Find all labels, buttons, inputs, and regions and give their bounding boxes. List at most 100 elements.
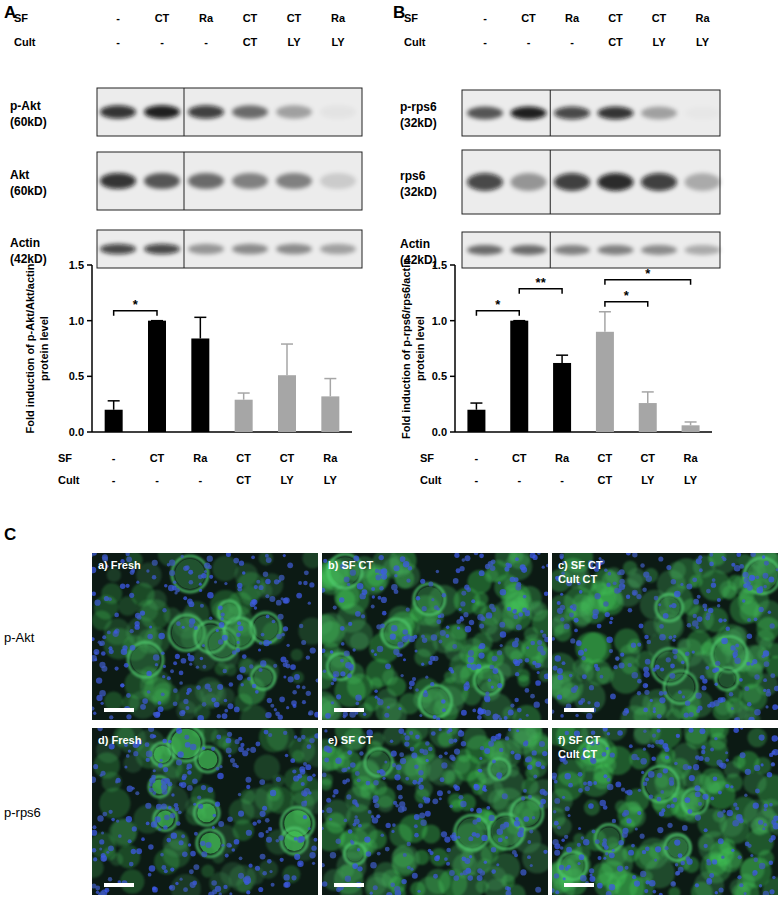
blot-band	[188, 105, 224, 118]
bar	[278, 375, 296, 432]
blot-separator	[550, 232, 551, 268]
image-label: e) SF CT	[328, 734, 373, 746]
x-axis	[455, 431, 712, 433]
error-bar	[470, 403, 482, 410]
blot-strip	[97, 88, 362, 136]
header-row-label: Cult	[14, 36, 36, 48]
blot-band	[641, 173, 677, 191]
header-cell: LY	[696, 36, 710, 48]
y-tick-label: 0.5	[69, 370, 84, 382]
blot-label: rps6	[400, 169, 426, 183]
blot-band	[598, 173, 634, 191]
x-tick-label: LY	[324, 474, 338, 486]
header-cell: -	[204, 36, 208, 48]
error-bar	[556, 355, 568, 363]
error-bar	[108, 401, 120, 410]
blot-band	[467, 245, 503, 255]
header-cell: -	[527, 36, 531, 48]
blot-band	[554, 245, 590, 255]
blot-band	[685, 173, 721, 191]
blot-band	[276, 105, 312, 118]
image-label: f) SF CT	[558, 734, 600, 746]
bar-chart: Fold induction of p-Akt/Akt/actinprotein…	[24, 259, 352, 486]
y-axis-label: protein level	[38, 316, 50, 381]
header-cell: Ra	[331, 12, 346, 24]
header-cell: CT	[652, 12, 667, 24]
y-axis-label: Fold induction of p-Akt/Akt/actin	[24, 263, 36, 433]
x-tick-label: -	[475, 452, 479, 464]
header-cell: CT	[155, 12, 170, 24]
image-label: a) Fresh	[98, 559, 141, 571]
blot-band	[276, 173, 312, 189]
blot-band	[276, 244, 312, 255]
blot-band	[554, 107, 590, 120]
x-tick-label: CT	[640, 452, 655, 464]
blot-strip	[462, 90, 720, 136]
scale-bar	[104, 883, 134, 887]
y-axis-label: protein level	[414, 316, 426, 381]
header-cell: -	[483, 36, 487, 48]
header-cell: CT	[608, 36, 623, 48]
bar	[682, 425, 700, 432]
x-tick-label: CT	[512, 452, 527, 464]
blot-label: p-rps6	[400, 100, 437, 114]
y-tick-label: 0.0	[69, 426, 84, 438]
x-tick-label: -	[475, 474, 479, 486]
blot-band	[554, 173, 590, 191]
x-tick-label: Ra	[193, 452, 208, 464]
blot-band	[685, 245, 721, 255]
blot-band	[511, 245, 547, 255]
header-row-label: SF	[14, 12, 28, 24]
micrograph	[552, 728, 778, 895]
bar	[235, 400, 253, 432]
blot-band	[320, 105, 356, 118]
y-axis	[91, 265, 93, 432]
blot-separator	[550, 90, 551, 136]
error-bar	[642, 392, 654, 403]
error-bar	[194, 317, 206, 338]
micrograph	[92, 728, 318, 895]
bar	[148, 321, 166, 432]
bar	[321, 396, 339, 432]
error-bar	[324, 379, 336, 397]
x-tick-label: -	[517, 474, 521, 486]
row-label: p-rps6	[4, 805, 41, 820]
image-label: Cult CT	[558, 573, 597, 585]
figure: ASF-CTRaCTCTRaCult---CTLYLYp-Akt(60kD)Ak…	[0, 0, 781, 897]
blot-label: Akt	[10, 168, 29, 182]
blot-band	[511, 173, 547, 191]
blot-band	[144, 105, 180, 118]
blot-band	[100, 244, 136, 255]
error-bar	[238, 393, 250, 400]
y-tick-label: 1.0	[69, 315, 84, 327]
y-tick	[87, 320, 92, 322]
y-tick	[87, 376, 92, 378]
x-tick-label: Ra	[555, 452, 570, 464]
blot-separator	[550, 150, 551, 214]
header-cell: CT	[521, 12, 536, 24]
header-cell: -	[570, 36, 574, 48]
panel-letter: C	[4, 525, 16, 544]
blot-band	[144, 173, 180, 189]
error-bar	[599, 312, 611, 332]
x-tick-label: CT	[598, 474, 613, 486]
x-tick-label: -	[112, 474, 116, 486]
blot-band	[467, 107, 503, 120]
blot-band	[598, 245, 634, 255]
significance-star: *	[624, 288, 630, 303]
blot-label: Actin	[400, 237, 430, 251]
y-tick	[450, 264, 455, 266]
blot-size: (60kD)	[10, 184, 47, 198]
scale-bar	[564, 883, 594, 887]
x-tick-label: CT	[236, 474, 251, 486]
bar-chart: Fold induction of p-rps6/rps6/actinprote…	[400, 258, 712, 486]
blot-band	[467, 173, 503, 191]
header-cell: CT	[243, 12, 258, 24]
blot-size: (32kD)	[400, 116, 437, 130]
imaging-panel: Cp-Akta) Freshb) SF CTc) SF CTCult CTp-r…	[4, 525, 781, 897]
header-row-label: SF	[404, 12, 418, 24]
blot-band	[641, 107, 677, 120]
category-row-label: SF	[58, 452, 72, 464]
image-label: Cult CT	[558, 748, 597, 760]
scale-bar	[104, 708, 134, 712]
